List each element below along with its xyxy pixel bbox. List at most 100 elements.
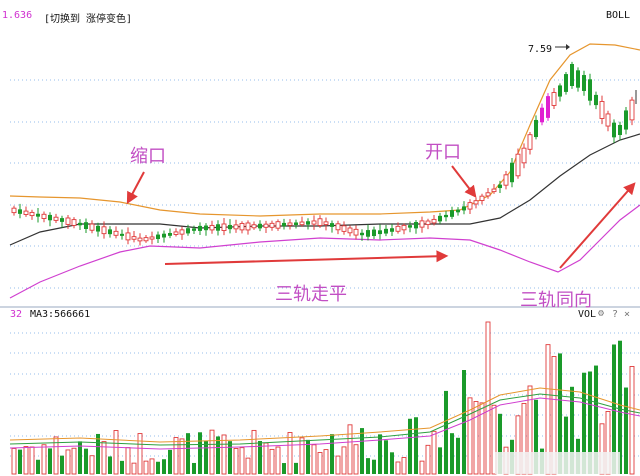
volume-bar: [479, 402, 485, 475]
volume-bar: [534, 399, 538, 474]
candle-body: [275, 221, 281, 229]
volume-bar: [353, 444, 359, 475]
volume-bar: [204, 440, 208, 474]
candle-body: [425, 220, 431, 226]
candle-body: [120, 233, 124, 236]
candle-body: [456, 209, 460, 213]
candle-body: [192, 228, 196, 231]
candle-body: [60, 218, 64, 222]
volume-bar: [618, 340, 622, 474]
candle-body: [444, 214, 448, 218]
candle-body: [41, 213, 47, 219]
candle-body: [515, 153, 521, 177]
candle-body: [269, 222, 275, 228]
volume-bar: [419, 460, 425, 475]
volume-bar: [473, 401, 479, 475]
candle-body: [11, 207, 17, 214]
candle-body: [479, 195, 485, 201]
volume-bar: [360, 428, 364, 474]
candle-body: [612, 122, 616, 138]
volume-ma-green-line: [9, 393, 640, 446]
candle-body: [360, 232, 364, 236]
close-icon[interactable]: ×: [624, 309, 631, 320]
price-readout: 1.636: [2, 10, 33, 21]
volume-bar: [245, 457, 251, 475]
candle-body: [323, 221, 329, 225]
volume-bar: [78, 441, 82, 474]
bollinger-bands: [9, 43, 640, 299]
candle-body: [491, 188, 497, 193]
candle-body: [89, 223, 95, 231]
volume-bar: [390, 452, 394, 474]
candle-body: [527, 134, 533, 150]
candle-body: [233, 224, 239, 230]
middle-band-line: [9, 133, 640, 246]
volume-bar: [612, 344, 616, 474]
candle-body: [450, 210, 454, 217]
candle-body: [65, 217, 71, 225]
candle-body: [282, 222, 286, 227]
switch-mode-link[interactable]: [切换到 涨停变色]: [44, 14, 133, 25]
volume-bar: [173, 437, 179, 475]
volume-bar: [444, 390, 448, 474]
volume-bar: [438, 447, 442, 474]
watermark-block: [495, 452, 620, 474]
candle-body: [467, 202, 473, 210]
volume-bar: [11, 448, 17, 475]
volume-bar: [330, 434, 334, 474]
volume-bar: [395, 461, 401, 475]
volume-bar: [258, 440, 262, 474]
question-icon[interactable]: ?: [612, 309, 619, 320]
candle-body: [113, 230, 119, 236]
candle-body: [198, 225, 202, 231]
upper-band-line: [9, 43, 640, 217]
candle-body: [36, 213, 40, 217]
candle-body: [311, 220, 317, 225]
volume-bar: [89, 455, 95, 475]
candle-body: [335, 223, 341, 231]
candle-body: [558, 85, 562, 97]
volume-bar: [378, 434, 382, 474]
high-price-pointer-head: [566, 44, 570, 50]
volume-bar: [53, 436, 59, 475]
volume-bar: [408, 418, 412, 474]
volume-bar: [570, 386, 574, 474]
volume-bar: [228, 441, 232, 474]
volume-bar: [366, 458, 370, 474]
volume-bar: [233, 448, 239, 475]
volume-bar: [29, 446, 35, 475]
gear-icon[interactable]: ⚙: [598, 308, 605, 319]
volume-ma3-label: MA3:566661: [30, 309, 91, 320]
candle-body: [347, 227, 353, 234]
candlesticks: [11, 61, 635, 246]
annotation-arrows: [126, 44, 637, 269]
candle-body: [419, 220, 425, 228]
candle-body: [239, 223, 245, 231]
candle-body: [462, 206, 466, 211]
candle-body: [149, 236, 155, 240]
volume-bar: [624, 387, 628, 474]
candle-body: [366, 230, 370, 237]
candle-body: [71, 219, 77, 226]
volume-bar: [84, 448, 88, 474]
candle-body: [18, 209, 22, 214]
candle-body: [546, 96, 550, 118]
volume-indicator-label: VOL: [578, 309, 597, 320]
volume-bar: [317, 452, 323, 475]
volume-bar: [149, 458, 155, 475]
volume-bar: [485, 321, 491, 475]
candle-body: [162, 233, 166, 238]
candle-body: [258, 223, 262, 229]
volume-bar: [131, 462, 137, 475]
volume-bar: [263, 442, 269, 475]
volume-bar: [287, 432, 293, 475]
volume-ma-orange-line: [9, 387, 640, 443]
volume-bar: [311, 444, 317, 475]
candle-body: [186, 228, 190, 234]
volume-bar: [341, 446, 347, 475]
candle-body: [341, 225, 347, 232]
candle-body: [534, 119, 538, 138]
candle-body: [221, 223, 227, 232]
candle-body: [570, 64, 574, 86]
